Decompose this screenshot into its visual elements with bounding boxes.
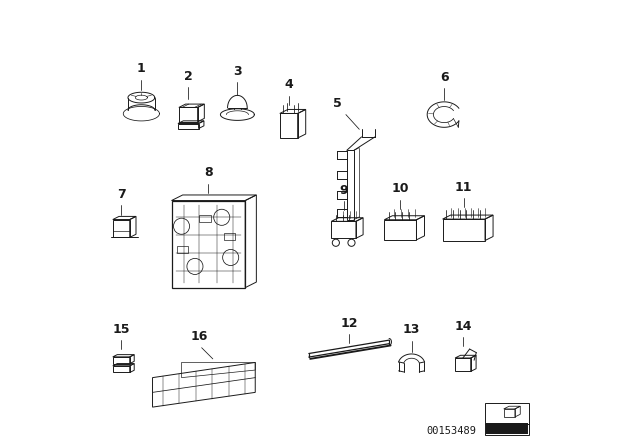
Text: 8: 8 bbox=[204, 166, 212, 179]
Text: 7: 7 bbox=[117, 188, 125, 201]
Text: 2: 2 bbox=[184, 70, 193, 83]
Text: 14: 14 bbox=[454, 319, 472, 332]
Text: 1: 1 bbox=[137, 62, 146, 75]
Text: 6: 6 bbox=[440, 71, 449, 84]
Bar bbox=[177, 246, 188, 253]
Text: 00153489: 00153489 bbox=[427, 426, 477, 436]
Text: 10: 10 bbox=[392, 182, 409, 195]
Text: 13: 13 bbox=[403, 323, 420, 336]
Text: 12: 12 bbox=[340, 317, 358, 330]
Bar bbox=[485, 403, 529, 435]
Text: 9: 9 bbox=[339, 184, 348, 197]
Bar bbox=[486, 422, 528, 434]
Text: 4: 4 bbox=[284, 78, 293, 91]
Text: 5: 5 bbox=[333, 97, 341, 110]
Text: 11: 11 bbox=[455, 181, 472, 194]
Bar bbox=[200, 215, 211, 222]
Bar bbox=[224, 233, 235, 240]
Text: 3: 3 bbox=[233, 65, 242, 78]
Text: 16: 16 bbox=[191, 330, 208, 343]
Text: 15: 15 bbox=[113, 323, 130, 336]
